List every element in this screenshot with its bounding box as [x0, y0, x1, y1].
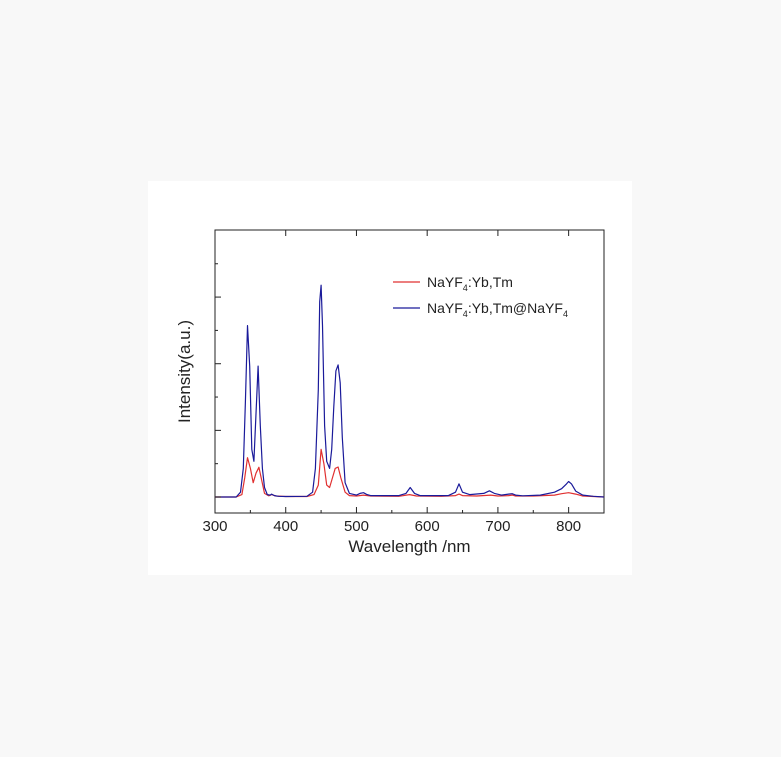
legend-text-part: :Yb,Tm — [468, 274, 513, 290]
legend-label-2: NaYF4:Yb,Tm@NaYF4 — [427, 300, 568, 319]
x-tick-label: 500 — [344, 518, 369, 535]
legend-text-part: NaYF — [427, 300, 463, 316]
x-tick-label: 300 — [202, 518, 227, 535]
x-tick-label: 600 — [415, 518, 440, 535]
figure-panel: 300 400 500 600 700 800 NaYF4:Yb,Tm NaYF4:Yb,T… — [148, 181, 632, 575]
series-line-2 — [215, 284, 605, 498]
y-axis-label: Intensity(a.u.) — [175, 320, 194, 423]
plot-area — [214, 229, 605, 514]
x-tick-label: 800 — [556, 518, 581, 535]
legend-text-part: :Yb,Tm@NaYF — [468, 300, 563, 316]
axes: 300 400 500 600 700 800 — [202, 230, 581, 535]
legend-text-part: 4 — [463, 283, 468, 293]
series-lines — [215, 284, 605, 498]
legend-label-1: NaYF4:Yb,Tm — [427, 274, 513, 293]
x-tick-label: 400 — [273, 518, 298, 535]
spectrum-chart: 300 400 500 600 700 800 NaYF4:Yb,TmNaYF4:Yb,T… — [175, 229, 605, 556]
x-axis-label: Wavelength /nm — [348, 537, 470, 556]
legend-text-part: 4 — [463, 309, 468, 319]
x-tick-label: 700 — [485, 518, 510, 535]
series-line-1 — [215, 448, 605, 498]
legend-text-part: 4 — [563, 309, 568, 319]
legend-text-part: NaYF — [427, 274, 463, 290]
plot-frame — [214, 229, 605, 514]
